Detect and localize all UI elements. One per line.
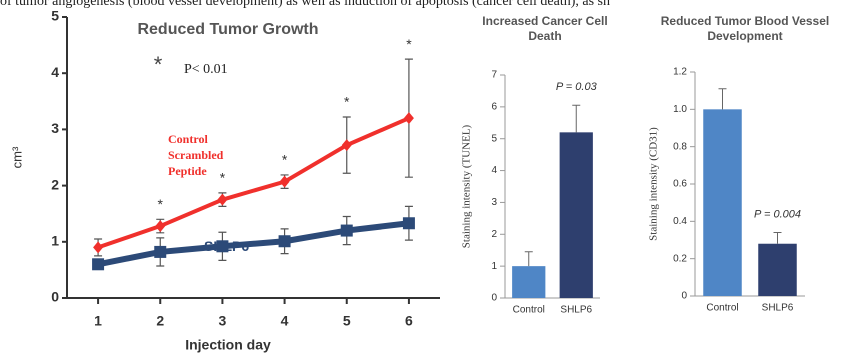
caption: of tumor angiogenesis (blood vessel deve…	[0, 0, 610, 9]
series-label: Control Scrambled Peptide	[168, 132, 224, 178]
significance-mark: *	[220, 170, 226, 186]
x-tick-label: SHLP6	[560, 305, 592, 316]
y-tick-label: 1	[51, 233, 59, 249]
chart-title: Reduced Tumor Blood Vessel Development	[660, 14, 830, 43]
y-tick-label: 0.6	[673, 179, 687, 190]
bar	[758, 243, 797, 296]
y-axis-label: cm³	[9, 146, 24, 168]
x-tick-label: SHLP6	[762, 303, 794, 314]
x-tick-label: Control	[513, 305, 545, 316]
x-tick-label: 5	[343, 313, 351, 329]
annotation-mark: *	[154, 52, 163, 77]
marker	[92, 258, 105, 271]
x-tick-label: 6	[405, 313, 413, 329]
bar	[512, 266, 546, 298]
y-tick-label: 0.2	[673, 253, 687, 264]
y-tick-label: 3	[491, 197, 497, 208]
y-tick-label: 4	[51, 64, 59, 80]
annotation: P< 0.01	[184, 62, 228, 77]
y-tick-label: 4	[491, 165, 497, 176]
annotation: P = 0.03	[556, 81, 598, 93]
y-axis-label: Staining intensity (CD31)	[648, 127, 660, 241]
bar	[703, 109, 742, 296]
marker	[278, 235, 291, 248]
series-label: SHLP6	[204, 238, 250, 254]
marker	[279, 175, 290, 188]
marker	[155, 220, 166, 233]
significance-mark: *	[282, 152, 288, 168]
y-axis-label: Staining intensity (TUNEL)	[461, 124, 473, 248]
series-line	[97, 220, 410, 268]
y-tick-label: 0	[681, 291, 687, 302]
marker	[154, 245, 167, 258]
y-tick-label: 2	[51, 176, 59, 192]
y-tick-label: 2	[491, 229, 497, 240]
marker	[402, 217, 415, 230]
y-tick-label: 7	[491, 70, 497, 81]
series-line	[97, 116, 410, 250]
x-tick-label: Control	[706, 303, 738, 314]
y-tick-label: 6	[491, 101, 497, 112]
marker	[217, 193, 228, 206]
marker	[341, 139, 352, 152]
y-tick-label: 1.0	[673, 104, 687, 115]
y-tick-label: 0.4	[673, 216, 687, 227]
y-tick-label: 1.2	[673, 67, 687, 78]
x-tick-label: 3	[219, 313, 227, 329]
y-tick-label: 0	[51, 289, 59, 305]
significance-mark: *	[344, 94, 350, 110]
error-bar	[718, 88, 727, 110]
error-bar	[524, 251, 533, 267]
marker	[93, 241, 104, 254]
y-tick-label: 0.8	[673, 141, 687, 152]
chart-title: Increased Cancer Cell Death	[482, 14, 608, 43]
marker	[216, 240, 229, 253]
significance-mark: *	[406, 36, 412, 52]
y-tick-label: 5	[51, 8, 59, 24]
y-tick-label: 3	[51, 120, 59, 136]
x-tick-label: 4	[281, 313, 289, 329]
y-tick-label: 5	[491, 133, 497, 144]
marker	[403, 112, 414, 125]
error-bar	[572, 104, 581, 133]
y-tick-label: 0	[491, 293, 497, 304]
x-axis-label: Injection day	[185, 337, 271, 353]
x-tick-label: 1	[94, 313, 102, 329]
y-tick-label: 1	[491, 261, 497, 272]
bar	[559, 132, 593, 298]
chart-title: Reduced Tumor Growth	[137, 21, 318, 38]
annotation: P = 0.004	[754, 208, 801, 220]
significance-mark: *	[158, 196, 164, 212]
error-bar	[773, 232, 782, 244]
marker	[340, 224, 353, 237]
x-tick-label: 2	[156, 313, 164, 329]
